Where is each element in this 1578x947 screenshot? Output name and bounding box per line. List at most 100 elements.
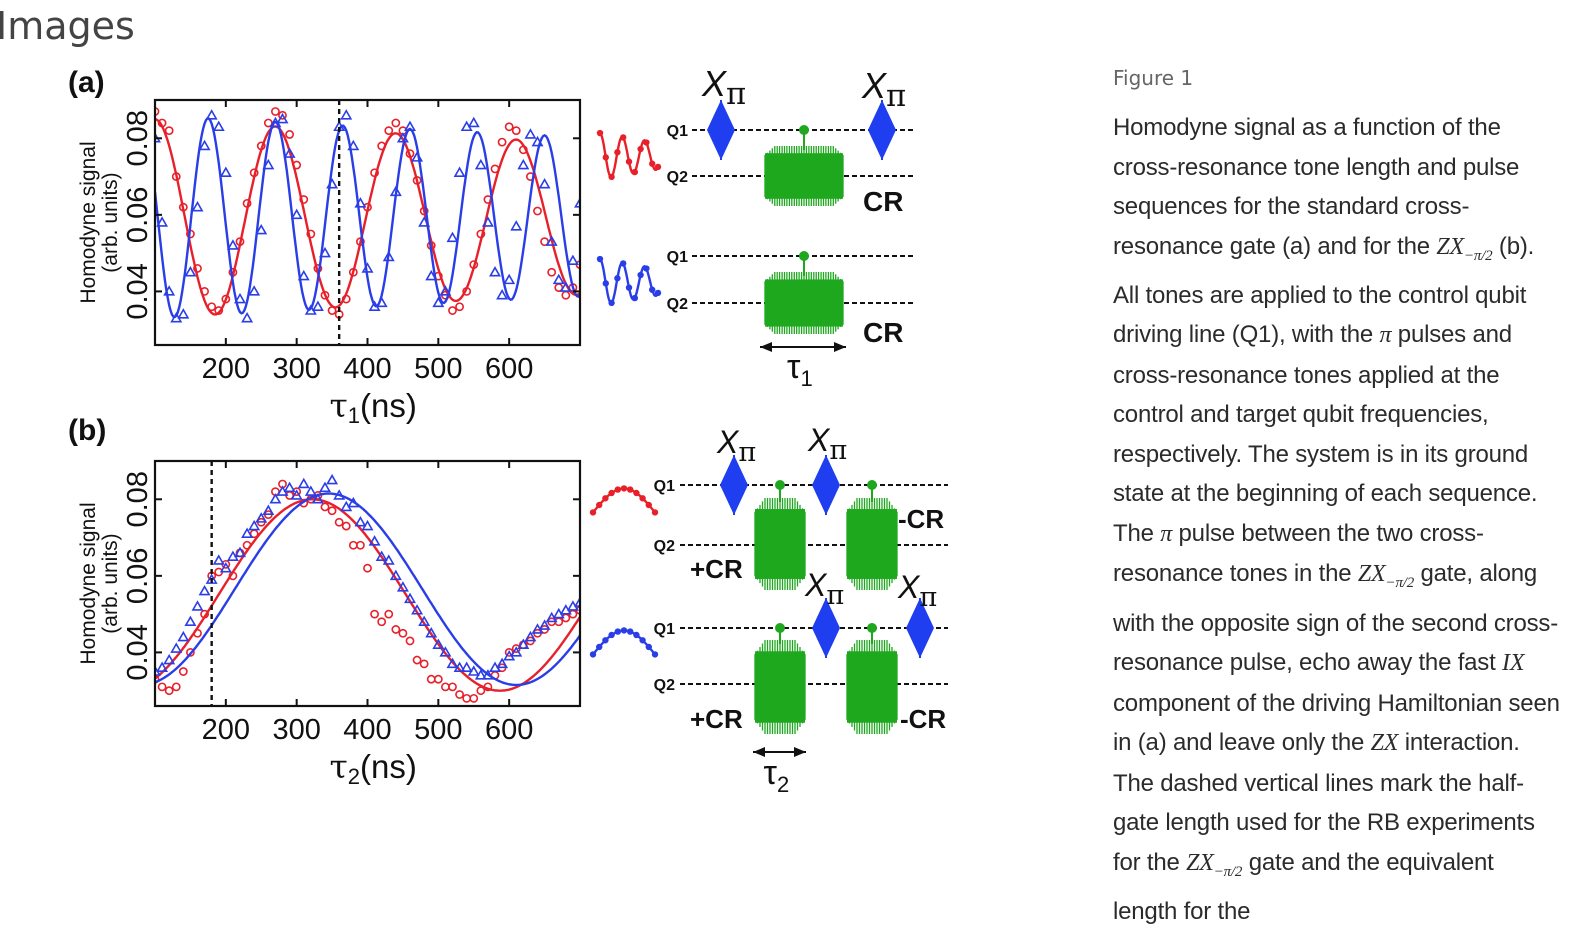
mini-signal-curve	[592, 487, 656, 514]
data-point-blue	[481, 216, 494, 227]
data-point-blue	[552, 273, 565, 285]
data-point-red	[370, 609, 379, 619]
x-pi-label: Xπ	[861, 65, 906, 114]
mini-signal-point	[614, 628, 621, 635]
caption-math: ZX	[1186, 849, 1214, 876]
data-point-blue	[347, 496, 360, 508]
data-point-blue	[524, 630, 537, 642]
caption-segment: gate and the equivalent length for the	[1113, 848, 1494, 925]
data-point-blue	[503, 273, 516, 285]
data-point-red	[292, 160, 302, 170]
fit-line-blue	[155, 492, 580, 687]
data-point-red	[348, 540, 358, 550]
data-point-blue	[453, 166, 466, 177]
data-point-blue	[396, 581, 409, 592]
data-point-blue	[531, 135, 544, 147]
plot-panel-a: (a) 200 300 400 500 600 0.04 0.06 0.08 Homodyne s…	[68, 66, 582, 428]
mini-signal-point	[602, 154, 609, 161]
data-point-blue	[489, 266, 501, 277]
data-point-blue	[510, 646, 523, 657]
y-tick-label: 0.06	[122, 548, 154, 604]
data-point-blue	[184, 615, 197, 627]
data-point-red	[178, 202, 188, 212]
data-point-blue	[439, 285, 452, 296]
caption-math: ZX	[1357, 561, 1386, 588]
cr-label: CR	[863, 186, 903, 217]
data-point-blue	[460, 661, 473, 672]
tau-arrow-head	[760, 342, 772, 352]
cr-oscillation	[846, 640, 898, 734]
fit-line-red	[155, 498, 580, 692]
figure-image: (a) 200 300 400 500 600 0.04 0.06 0.08 Homodyne s…	[60, 58, 960, 798]
data-point-blue	[418, 216, 431, 227]
x-axis-label: τ2(ns)	[330, 747, 417, 789]
data-point-blue	[574, 596, 580, 607]
data-point-blue	[177, 630, 190, 642]
data-point-red	[186, 648, 195, 657]
caption-math: ZX	[1436, 233, 1464, 260]
pulse-sequences: Q1 Q2 Xπ Xπ CR Q1 Q2 CR τ1 Q1 Q2 Xπ Xπ -CR +CR Q1 Q2 Xπ Xπ…	[589, 63, 948, 797]
data-point-blue	[156, 216, 169, 227]
data-point-blue	[396, 132, 409, 143]
data-point-blue	[234, 546, 246, 558]
data-point-red	[561, 290, 571, 300]
data-point-blue	[311, 493, 324, 504]
data-point-blue	[474, 158, 487, 170]
data-point-blue	[269, 493, 282, 504]
data-point-red	[320, 290, 330, 300]
data-point-red	[363, 563, 372, 573]
mini-signal-point	[625, 284, 633, 291]
data-point-red	[518, 145, 528, 155]
data-point-red	[327, 306, 337, 315]
figure-svg: (a) 200 300 400 500 600 0.04 0.06 0.08 Homodyne s…	[68, 63, 948, 797]
cr-oscillation	[764, 146, 844, 206]
plot-panel-b: (b) 200 300 400 500 600 0.04 0.06 0.08 Homodyne s…	[68, 414, 582, 789]
q2-label: Q2	[667, 296, 688, 313]
data-point-blue	[163, 653, 176, 665]
data-point-red	[256, 141, 266, 151]
data-point-blue	[446, 231, 459, 243]
mini-signal-point	[596, 129, 604, 137]
mini-signal-point	[643, 265, 650, 272]
mini-signal-point	[631, 168, 638, 176]
mini-signal-point	[651, 651, 659, 658]
y-tick-label: 0.08	[122, 110, 154, 166]
data-point-blue	[361, 519, 374, 531]
data-point-red	[412, 175, 422, 185]
data-point-red	[490, 164, 500, 174]
data-point-red	[391, 625, 401, 634]
data-point-blue	[354, 516, 367, 527]
data-point-blue	[191, 200, 204, 212]
data-point-red	[341, 521, 351, 531]
mini-signal-point	[608, 489, 615, 497]
data-point-blue	[248, 285, 261, 296]
data-point-blue	[340, 109, 353, 120]
x-tick-label: 300	[272, 714, 320, 746]
data-point-red	[405, 636, 415, 646]
data-point-blue	[389, 185, 402, 197]
data-point-blue	[425, 269, 438, 281]
mini-signal-point	[654, 163, 662, 171]
cr-dot	[775, 623, 785, 633]
data-point-red	[476, 229, 486, 239]
data-point-blue	[481, 669, 494, 680]
data-point-blue	[368, 535, 381, 546]
data-point-blue	[559, 281, 572, 292]
mini-signal-point	[645, 501, 652, 509]
mini-signal-point	[608, 631, 615, 639]
caption-math: IX	[1502, 650, 1525, 677]
data-point-blue	[241, 311, 254, 323]
data-point-red	[200, 287, 209, 296]
y-axis-label-units: (arb. units)	[99, 533, 122, 633]
data-point-blue	[311, 300, 324, 311]
data-point-red	[193, 628, 202, 638]
data-point-blue	[212, 120, 225, 132]
mini-signal-point	[639, 495, 646, 502]
data-point-red	[200, 609, 209, 619]
data-point-blue	[474, 669, 487, 680]
mini-signal-point	[627, 628, 634, 635]
caption-segment: Homodyne signal as a function of the cro…	[1113, 114, 1520, 260]
data-point-blue	[184, 266, 197, 277]
mini-signal-point	[596, 501, 603, 509]
data-point-red	[469, 693, 479, 703]
